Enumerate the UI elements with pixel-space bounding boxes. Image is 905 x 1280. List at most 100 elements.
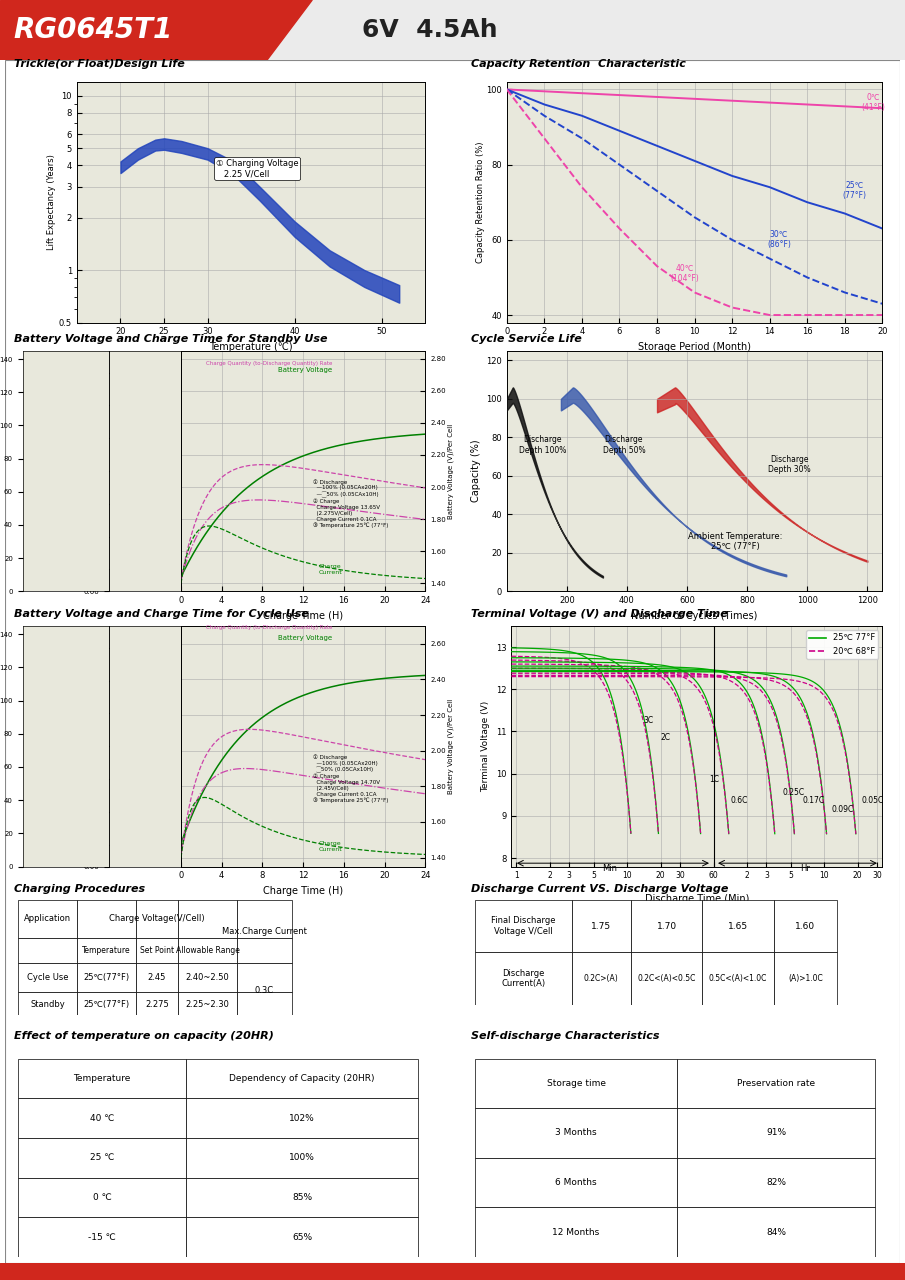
Polygon shape (253, 0, 312, 60)
Text: Allowable Range: Allowable Range (176, 946, 240, 955)
Text: 25 ℃: 25 ℃ (90, 1153, 114, 1162)
Text: 102%: 102% (290, 1114, 315, 1123)
Text: Temperature: Temperature (82, 946, 131, 955)
Text: 0.6C: 0.6C (730, 796, 748, 805)
FancyBboxPatch shape (186, 1178, 418, 1217)
Text: 100%: 100% (290, 1153, 315, 1162)
FancyBboxPatch shape (136, 964, 178, 992)
Text: Effect of temperature on capacity (20HR): Effect of temperature on capacity (20HR) (14, 1032, 273, 1042)
Text: 85%: 85% (292, 1193, 312, 1202)
Text: 0.05C: 0.05C (862, 796, 884, 805)
Text: Terminal Voltage (V) and Discharge Time: Terminal Voltage (V) and Discharge Time (471, 609, 728, 620)
Text: 40℃
(104°F): 40℃ (104°F) (671, 264, 700, 283)
FancyBboxPatch shape (18, 1059, 186, 1098)
FancyBboxPatch shape (178, 938, 237, 964)
FancyBboxPatch shape (18, 1178, 186, 1217)
Text: Charge Quantity (to-Discharge Quantity) Rate: Charge Quantity (to-Discharge Quantity) … (206, 361, 333, 366)
Text: Ambient Temperature:
25℃ (77°F): Ambient Temperature: 25℃ (77°F) (688, 531, 782, 550)
FancyBboxPatch shape (178, 992, 237, 1018)
FancyBboxPatch shape (18, 938, 77, 964)
Text: Charge Voltage(V/Cell): Charge Voltage(V/Cell) (110, 914, 205, 923)
FancyBboxPatch shape (475, 952, 572, 1005)
FancyBboxPatch shape (677, 1059, 875, 1108)
Y-axis label: Charge
Current (CA): Charge Current (CA) (68, 724, 81, 768)
FancyBboxPatch shape (136, 900, 178, 938)
Text: Application: Application (24, 914, 71, 923)
Text: 0.09C: 0.09C (832, 805, 854, 814)
Text: 0.17C: 0.17C (803, 796, 824, 805)
Text: Standby: Standby (30, 1000, 65, 1009)
X-axis label: Charge Time (H): Charge Time (H) (263, 886, 343, 896)
Y-axis label: Charge
Current (CA): Charge Current (CA) (68, 449, 81, 493)
Text: Discharge
Current(A): Discharge Current(A) (501, 969, 546, 988)
Text: Cycle Use: Cycle Use (27, 973, 68, 982)
Text: 25℃(77°F): 25℃(77°F) (83, 973, 129, 982)
FancyBboxPatch shape (77, 992, 136, 1018)
FancyBboxPatch shape (18, 1217, 186, 1257)
FancyBboxPatch shape (475, 1108, 677, 1157)
Text: 2C: 2C (661, 733, 671, 742)
FancyBboxPatch shape (702, 952, 774, 1005)
Text: Battery Voltage and Charge Time for Standby Use: Battery Voltage and Charge Time for Stan… (14, 334, 327, 344)
FancyBboxPatch shape (178, 900, 237, 938)
Text: Battery Voltage: Battery Voltage (278, 366, 332, 372)
FancyBboxPatch shape (475, 1207, 677, 1257)
Text: 65%: 65% (292, 1233, 312, 1242)
Text: ① Discharge
  —100% (0.05CAx20H)
  —⁐50% (0.05CAx10H)
② Charge
  Charge Voltage : ① Discharge —100% (0.05CAx20H) —⁐50% (0.… (313, 479, 389, 529)
FancyBboxPatch shape (572, 900, 631, 952)
FancyBboxPatch shape (475, 1157, 677, 1207)
Text: 3C: 3C (643, 716, 653, 724)
FancyBboxPatch shape (631, 900, 702, 952)
Text: 40 ℃: 40 ℃ (90, 1114, 114, 1123)
Text: (A)>1.0C: (A)>1.0C (788, 974, 823, 983)
Text: 0 ℃: 0 ℃ (93, 1193, 111, 1202)
Text: Min: Min (603, 864, 617, 873)
Y-axis label: Capacity Retention Ratio (%): Capacity Retention Ratio (%) (476, 142, 485, 262)
FancyBboxPatch shape (774, 952, 837, 1005)
X-axis label: Number of Cycles (Times): Number of Cycles (Times) (632, 611, 757, 621)
FancyBboxPatch shape (631, 952, 702, 1005)
Text: 1C: 1C (710, 776, 719, 785)
Text: RG0645T1: RG0645T1 (14, 17, 173, 44)
Text: 0.2C>(A): 0.2C>(A) (584, 974, 619, 983)
FancyBboxPatch shape (702, 900, 774, 952)
Text: 12 Months: 12 Months (552, 1228, 600, 1236)
Text: 0.2C<(A)<0.5C: 0.2C<(A)<0.5C (637, 974, 696, 983)
Text: 25℃
(77°F): 25℃ (77°F) (843, 180, 866, 201)
Text: Trickle(or Float)Design Life: Trickle(or Float)Design Life (14, 59, 185, 69)
FancyBboxPatch shape (77, 938, 136, 964)
FancyBboxPatch shape (237, 938, 291, 964)
Text: 0.25C: 0.25C (782, 787, 805, 796)
FancyBboxPatch shape (186, 1059, 418, 1098)
Polygon shape (267, 0, 905, 60)
Text: 25℃(77°F): 25℃(77°F) (83, 1000, 129, 1009)
Text: 1.70: 1.70 (656, 922, 677, 931)
Text: 84%: 84% (766, 1228, 786, 1236)
Text: 1.60: 1.60 (795, 922, 815, 931)
Text: Temperature: Temperature (73, 1074, 131, 1083)
FancyBboxPatch shape (475, 1059, 677, 1108)
FancyBboxPatch shape (136, 992, 178, 1018)
Text: Preservation rate: Preservation rate (737, 1079, 815, 1088)
Text: 30℃
(86°F): 30℃ (86°F) (767, 230, 791, 250)
Text: Hr: Hr (800, 864, 810, 873)
FancyBboxPatch shape (18, 900, 77, 938)
Text: -15 ℃: -15 ℃ (89, 1233, 116, 1242)
X-axis label: Discharge Time (Min): Discharge Time (Min) (644, 895, 749, 904)
Text: Storage time: Storage time (547, 1079, 605, 1088)
Text: Battery Voltage: Battery Voltage (278, 635, 332, 641)
Text: Battery Voltage and Charge Time for Cycle Use: Battery Voltage and Charge Time for Cycl… (14, 609, 309, 620)
Y-axis label: Capacity (%): Capacity (%) (471, 440, 481, 502)
Text: Discharge Current VS. Discharge Voltage: Discharge Current VS. Discharge Voltage (471, 884, 728, 895)
FancyBboxPatch shape (186, 1098, 418, 1138)
FancyBboxPatch shape (774, 900, 837, 952)
Text: 2.40~2.50: 2.40~2.50 (186, 973, 229, 982)
Text: Charging Procedures: Charging Procedures (14, 884, 145, 895)
FancyBboxPatch shape (237, 964, 291, 992)
FancyBboxPatch shape (475, 900, 572, 952)
Text: 1.65: 1.65 (729, 922, 748, 931)
Text: 82%: 82% (766, 1178, 786, 1187)
Text: Discharge
Depth 30%: Discharge Depth 30% (768, 454, 811, 474)
Text: Charge
Current: Charge Current (319, 841, 342, 851)
Text: Dependency of Capacity (20HR): Dependency of Capacity (20HR) (229, 1074, 375, 1083)
